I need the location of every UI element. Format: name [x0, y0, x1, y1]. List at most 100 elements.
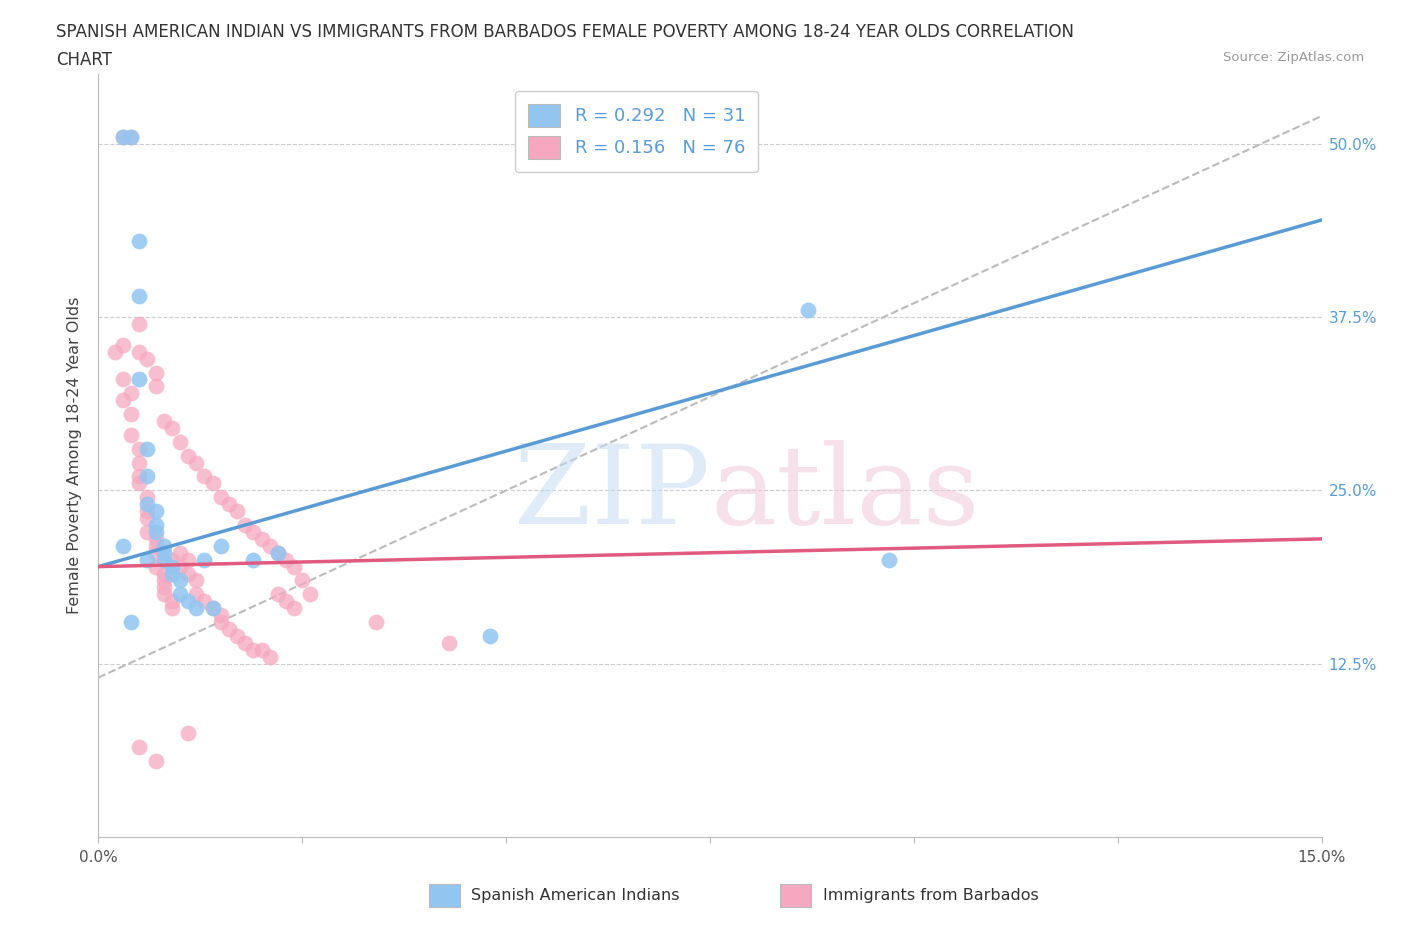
Point — [233, 518, 256, 533]
Point — [128, 344, 150, 359]
Point — [152, 538, 174, 553]
Point — [169, 559, 191, 574]
Point — [169, 434, 191, 449]
Point — [160, 601, 183, 616]
Point — [283, 601, 305, 616]
Point — [299, 587, 322, 602]
Point — [111, 338, 134, 352]
Point — [145, 525, 167, 539]
Point — [152, 545, 174, 560]
Point — [193, 552, 215, 567]
Point — [478, 629, 501, 644]
Point — [136, 552, 159, 567]
Point — [128, 469, 150, 484]
Point — [267, 587, 290, 602]
Point — [160, 552, 183, 567]
Point — [218, 497, 240, 512]
Point — [177, 552, 200, 567]
Point — [111, 538, 134, 553]
Point — [111, 129, 134, 144]
Point — [152, 552, 174, 567]
Point — [152, 573, 174, 588]
Point — [177, 594, 200, 609]
Point — [145, 379, 167, 393]
Point — [145, 538, 167, 553]
Point — [226, 504, 249, 519]
Point — [201, 601, 224, 616]
Point — [267, 545, 290, 560]
Point — [186, 601, 208, 616]
Point — [218, 621, 240, 636]
Text: Source: ZipAtlas.com: Source: ZipAtlas.com — [1223, 51, 1364, 64]
Point — [160, 566, 183, 581]
Text: CHART: CHART — [56, 51, 112, 69]
Text: atlas: atlas — [710, 440, 980, 548]
Point — [136, 525, 159, 539]
Point — [152, 566, 174, 581]
Point — [145, 559, 167, 574]
Point — [136, 511, 159, 525]
Point — [152, 414, 174, 429]
Point — [186, 455, 208, 470]
Point — [259, 538, 281, 553]
Point — [201, 601, 224, 616]
Point — [169, 587, 191, 602]
Point — [152, 587, 174, 602]
Point — [120, 428, 142, 443]
Point — [128, 476, 150, 491]
Point — [259, 649, 281, 664]
Point — [177, 725, 200, 740]
Point — [209, 490, 232, 505]
Point — [267, 545, 290, 560]
Point — [879, 552, 901, 567]
Point — [152, 580, 174, 595]
Point — [120, 129, 142, 144]
Point — [111, 392, 134, 407]
Point — [136, 469, 159, 484]
Point — [274, 594, 297, 609]
Point — [128, 233, 150, 248]
Point — [111, 372, 134, 387]
Point — [128, 739, 150, 754]
Point — [364, 615, 387, 630]
Text: Immigrants from Barbados: Immigrants from Barbados — [823, 888, 1038, 903]
Point — [283, 559, 305, 574]
Point — [177, 566, 200, 581]
Point — [250, 643, 273, 658]
Point — [291, 573, 314, 588]
Text: ZIP: ZIP — [515, 440, 710, 548]
Point — [437, 635, 460, 650]
Point — [120, 406, 142, 421]
Point — [120, 129, 142, 144]
Point — [209, 615, 232, 630]
Point — [160, 559, 183, 574]
Point — [104, 344, 127, 359]
Point — [242, 525, 264, 539]
Point — [145, 518, 167, 533]
Point — [120, 386, 142, 401]
Point — [160, 420, 183, 435]
Point — [201, 476, 224, 491]
Point — [209, 607, 232, 622]
Legend: R = 0.292   N = 31, R = 0.156   N = 76: R = 0.292 N = 31, R = 0.156 N = 76 — [515, 91, 758, 172]
Point — [128, 372, 150, 387]
Point — [186, 573, 208, 588]
Point — [186, 587, 208, 602]
Point — [242, 643, 264, 658]
Point — [145, 545, 167, 560]
Point — [233, 635, 256, 650]
Point — [160, 594, 183, 609]
Point — [145, 531, 167, 546]
Point — [145, 365, 167, 380]
Point — [136, 504, 159, 519]
Point — [797, 302, 820, 317]
Point — [145, 504, 167, 519]
Point — [193, 469, 215, 484]
Point — [111, 129, 134, 144]
Point — [136, 442, 159, 457]
Point — [136, 497, 159, 512]
Point — [136, 490, 159, 505]
Point — [128, 455, 150, 470]
Y-axis label: Female Poverty Among 18-24 Year Olds: Female Poverty Among 18-24 Year Olds — [67, 297, 83, 615]
Point — [169, 545, 191, 560]
